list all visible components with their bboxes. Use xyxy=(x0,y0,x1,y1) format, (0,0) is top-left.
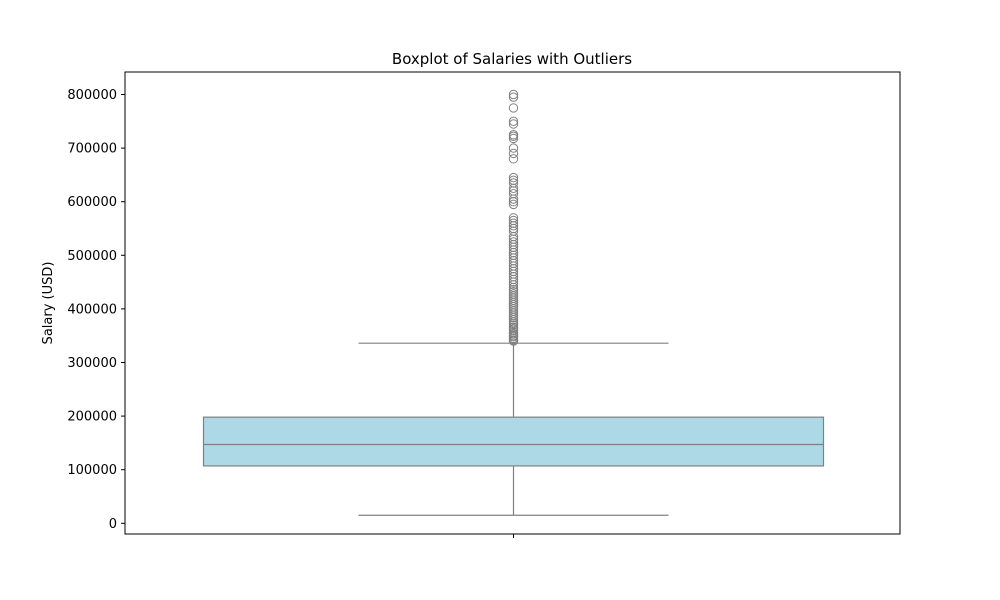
outlier-point xyxy=(508,175,519,185)
y-tick-label: 100000 xyxy=(67,463,117,478)
outlier-point xyxy=(508,322,519,332)
y-tick-label: 600000 xyxy=(67,195,117,210)
outlier-point xyxy=(508,89,519,100)
outlier-point xyxy=(508,188,519,199)
outlier-point xyxy=(508,237,519,247)
interquartile-box xyxy=(202,416,825,467)
outlier-point xyxy=(508,119,519,129)
outlier-point xyxy=(508,133,519,144)
outlier-point xyxy=(508,116,519,127)
y-tick-label: 800000 xyxy=(67,88,117,103)
outlier-point xyxy=(508,284,519,295)
y-tick-label: 500000 xyxy=(67,249,117,264)
outlier-point xyxy=(508,215,519,226)
axes-frame xyxy=(124,71,901,535)
outlier-point xyxy=(508,172,519,183)
outlier-point xyxy=(508,289,519,299)
chart-title: Boxplot of Salaries with Outliers xyxy=(392,50,632,68)
y-tick-label: 0 xyxy=(109,517,117,532)
outlier-point xyxy=(508,287,519,297)
y-tick-label: 700000 xyxy=(67,142,117,157)
outlier-point xyxy=(508,218,519,228)
plot-marks xyxy=(202,89,825,516)
y-tick-label: 200000 xyxy=(67,410,117,425)
outlier-point xyxy=(508,103,519,113)
outlier-point xyxy=(508,130,519,140)
outlier-point xyxy=(508,199,519,210)
outlier-point xyxy=(508,143,519,153)
outlier-point xyxy=(508,327,519,338)
outlier-point xyxy=(508,213,519,223)
outlier-point xyxy=(508,92,519,102)
outlier-point xyxy=(508,148,519,159)
y-tick-label: 400000 xyxy=(67,302,117,317)
outlier-point xyxy=(508,154,519,164)
y-axis-label: Salary (USD) xyxy=(41,262,56,345)
outlier-point xyxy=(508,178,519,188)
y-tick-label: 300000 xyxy=(67,356,117,371)
